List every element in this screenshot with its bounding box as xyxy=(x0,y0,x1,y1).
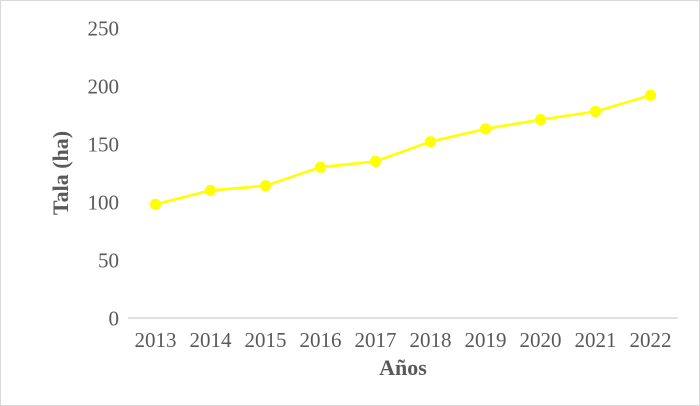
data-point-marker xyxy=(589,105,602,118)
x-tick-label: 2015 xyxy=(245,328,287,352)
data-point-marker xyxy=(424,136,437,148)
x-tick-label: 2019 xyxy=(465,328,507,352)
data-point-marker xyxy=(259,180,272,192)
x-tick-label: 2018 xyxy=(410,328,452,352)
data-point-marker xyxy=(369,155,382,167)
x-tick-label: 2013 xyxy=(135,328,177,352)
y-tick-label: 100 xyxy=(88,191,120,215)
x-tick-label: 2017 xyxy=(355,328,397,352)
y-tick-label: 150 xyxy=(88,133,120,157)
trend-line xyxy=(154,93,652,206)
data-point-marker xyxy=(534,114,547,126)
data-series xyxy=(149,89,657,210)
y-tick-label: 200 xyxy=(88,75,120,99)
x-axis-tick-labels: 2013 2014 2015 2016 2017 2018 2019 2020 2021 2022 xyxy=(128,317,678,352)
x-tick-label: 2021 xyxy=(575,328,617,352)
data-point-marker xyxy=(644,89,657,101)
x-tick-label: 2016 xyxy=(300,328,342,352)
x-tick-label: 2022 xyxy=(630,328,672,352)
x-tick-label: 2020 xyxy=(520,328,562,352)
y-tick-label: 0 xyxy=(109,307,120,331)
x-axis-title: Años xyxy=(379,355,427,380)
x-tick-label: 2014 xyxy=(190,328,233,352)
y-tick-label: 50 xyxy=(98,249,119,273)
data-point-marker xyxy=(479,123,492,135)
y-axis-tick-labels: 0 50 100 150 200 250 xyxy=(88,17,120,331)
data-point-marker xyxy=(314,161,327,173)
y-axis-title: Tala (ha) xyxy=(48,131,73,215)
data-point-marker xyxy=(204,184,217,196)
y-tick-label: 250 xyxy=(88,17,120,41)
data-point-marker xyxy=(149,198,162,210)
